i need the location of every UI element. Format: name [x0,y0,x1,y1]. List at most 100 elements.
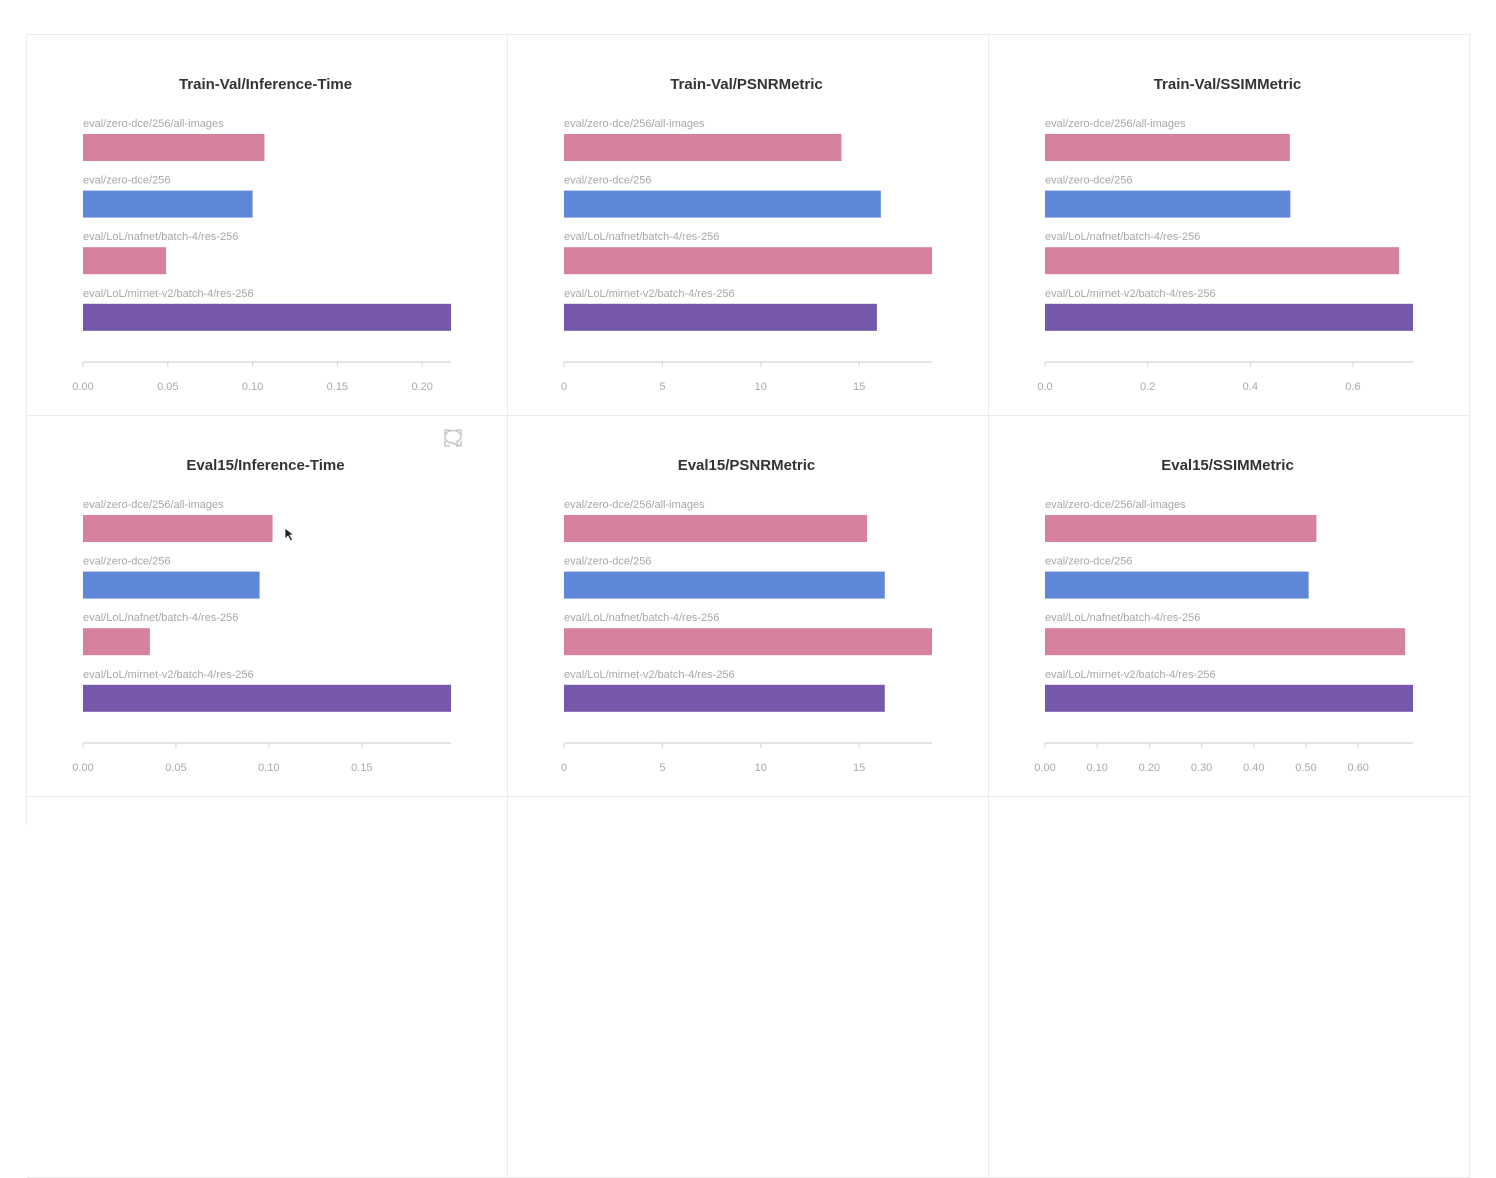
x-tick-label: 0.00 [72,762,93,774]
bar [564,684,885,712]
bar-label: eval/LoL/nafnet/batch-4/res-256 [83,231,238,243]
x-tick-label: 0.05 [165,762,186,774]
fullscreen-icon[interactable] [443,428,465,450]
x-tick-label: 0.00 [1034,762,1055,774]
x-tick-label: 0.15 [327,381,348,393]
bar-chart: Train-Val/Inference-Time eval/zero-dce/25… [72,76,451,393]
chart-panel: Eval15/Inference-Time eval/zero-dce/256/a… [27,416,508,797]
bar [1045,134,1290,161]
chart-panel: Eval15/SSIMMetric eval/zero-dce/256/all-i… [989,416,1470,797]
bar-chart: Train-Val/PSNRMetric eval/zero-dce/256/al… [561,76,932,393]
charts-grid: Train-Val/Inference-Time eval/zero-dce/25… [26,34,1471,1178]
bar [1045,684,1413,712]
chart-panel-partial [27,797,508,1178]
bar [564,628,932,656]
x-tick-label: 0.10 [242,381,263,393]
x-tick-label: 0.50 [1295,762,1316,774]
bar [83,303,451,331]
bar [564,515,868,542]
bar-label: eval/LoL/mirnet-v2/batch-4/res-256 [83,669,254,681]
bar [564,247,932,275]
x-tick-label: 0.00 [72,381,93,393]
x-tick-label: 15 [853,762,865,774]
x-tick-label: 0.10 [1086,762,1107,774]
x-tick-label: 0.0 [1037,381,1052,393]
x-tick-label: 0.2 [1140,381,1155,393]
x-tick-label: 0.4 [1243,381,1258,393]
chart-title: Eval15/PSNRMetric [678,457,816,474]
bar [564,303,877,331]
bar-label: eval/zero-dce/256 [564,175,651,187]
bar-label: eval/LoL/mirnet-v2/batch-4/res-256 [1045,288,1216,300]
bar-label: eval/zero-dce/256 [1045,556,1132,568]
x-tick-label: 0.20 [1139,762,1160,774]
bar-label: eval/LoL/nafnet/batch-4/res-256 [564,612,719,624]
chart-panel: Train-Val/Inference-Time eval/zero-dce/25… [27,35,508,416]
chart-panel-partial [508,797,989,1178]
chart-panel: Train-Val/PSNRMetric eval/zero-dce/256/al… [508,35,989,416]
bar-chart: Eval15/SSIMMetric eval/zero-dce/256/all-i… [1034,457,1413,774]
x-tick-label: 0.20 [411,381,432,393]
bar [564,190,881,218]
bar [1045,190,1291,218]
chart-title: Train-Val/PSNRMetric [670,76,823,93]
bar-label: eval/LoL/mirnet-v2/batch-4/res-256 [564,288,735,300]
x-tick-label: 0.6 [1345,381,1360,393]
bar-label: eval/zero-dce/256 [1045,175,1132,187]
bar-label: eval/zero-dce/256/all-images [564,118,705,130]
x-tick-label: 10 [755,762,767,774]
chart-title: Eval15/Inference-Time [186,457,344,474]
bar [564,134,842,161]
bar-chart: Eval15/Inference-Time eval/zero-dce/256/a… [72,457,451,774]
chart-panel: Eval15/PSNRMetric eval/zero-dce/256/all-i… [508,416,989,797]
bar-label: eval/LoL/mirnet-v2/batch-4/res-256 [1045,669,1216,681]
x-tick-label: 0 [561,762,567,774]
bar [1045,247,1400,275]
chart-title: Eval15/SSIMMetric [1161,457,1294,474]
bar-label: eval/zero-dce/256/all-images [1045,499,1186,511]
bar [83,247,167,275]
bar [83,515,273,542]
bar-label: eval/zero-dce/256/all-images [1045,118,1186,130]
chart-panel: Train-Val/SSIMMetric eval/zero-dce/256/al… [989,35,1470,416]
x-tick-label: 5 [659,762,665,774]
x-tick-label: 0.10 [258,762,279,774]
x-tick-label: 15 [853,381,865,393]
bar [1045,303,1413,331]
bar-chart: Eval15/PSNRMetric eval/zero-dce/256/all-i… [561,457,932,774]
bar-label: eval/LoL/nafnet/batch-4/res-256 [564,231,719,243]
x-tick-label: 0.15 [351,762,372,774]
chart-title: Train-Val/SSIMMetric [1154,76,1302,93]
x-tick-label: 0.60 [1347,762,1368,774]
bar [1045,515,1317,542]
bar-label: eval/LoL/mirnet-v2/batch-4/res-256 [564,669,735,681]
bar-label: eval/LoL/nafnet/batch-4/res-256 [1045,231,1200,243]
x-tick-label: 10 [755,381,767,393]
panel-tools [443,428,501,450]
bar [83,190,253,218]
bar [1045,628,1406,656]
bar-label: eval/zero-dce/256 [83,556,170,568]
x-tick-label: 0.05 [157,381,178,393]
bar [83,684,451,712]
bar-label: eval/LoL/mirnet-v2/batch-4/res-256 [83,288,254,300]
x-tick-label: 0 [561,381,567,393]
chart-title: Train-Val/Inference-Time [179,76,352,93]
bar-label: eval/zero-dce/256/all-images [564,499,705,511]
bar [83,134,265,161]
x-tick-label: 0.30 [1191,762,1212,774]
bar [1045,571,1309,599]
bar-label: eval/zero-dce/256 [564,556,651,568]
comment-icon[interactable] [444,428,501,450]
bar [83,571,260,599]
bar-label: eval/zero-dce/256/all-images [83,118,224,130]
chart-panel-partial [989,797,1470,1178]
bar-label: eval/LoL/nafnet/batch-4/res-256 [83,612,238,624]
bar [564,571,885,599]
bar [83,628,150,656]
mouse-cursor-icon [284,527,296,548]
bar-label: eval/zero-dce/256/all-images [83,499,224,511]
x-tick-label: 5 [659,381,665,393]
bar-label: eval/LoL/nafnet/batch-4/res-256 [1045,612,1200,624]
bar-label: eval/zero-dce/256 [83,175,170,187]
